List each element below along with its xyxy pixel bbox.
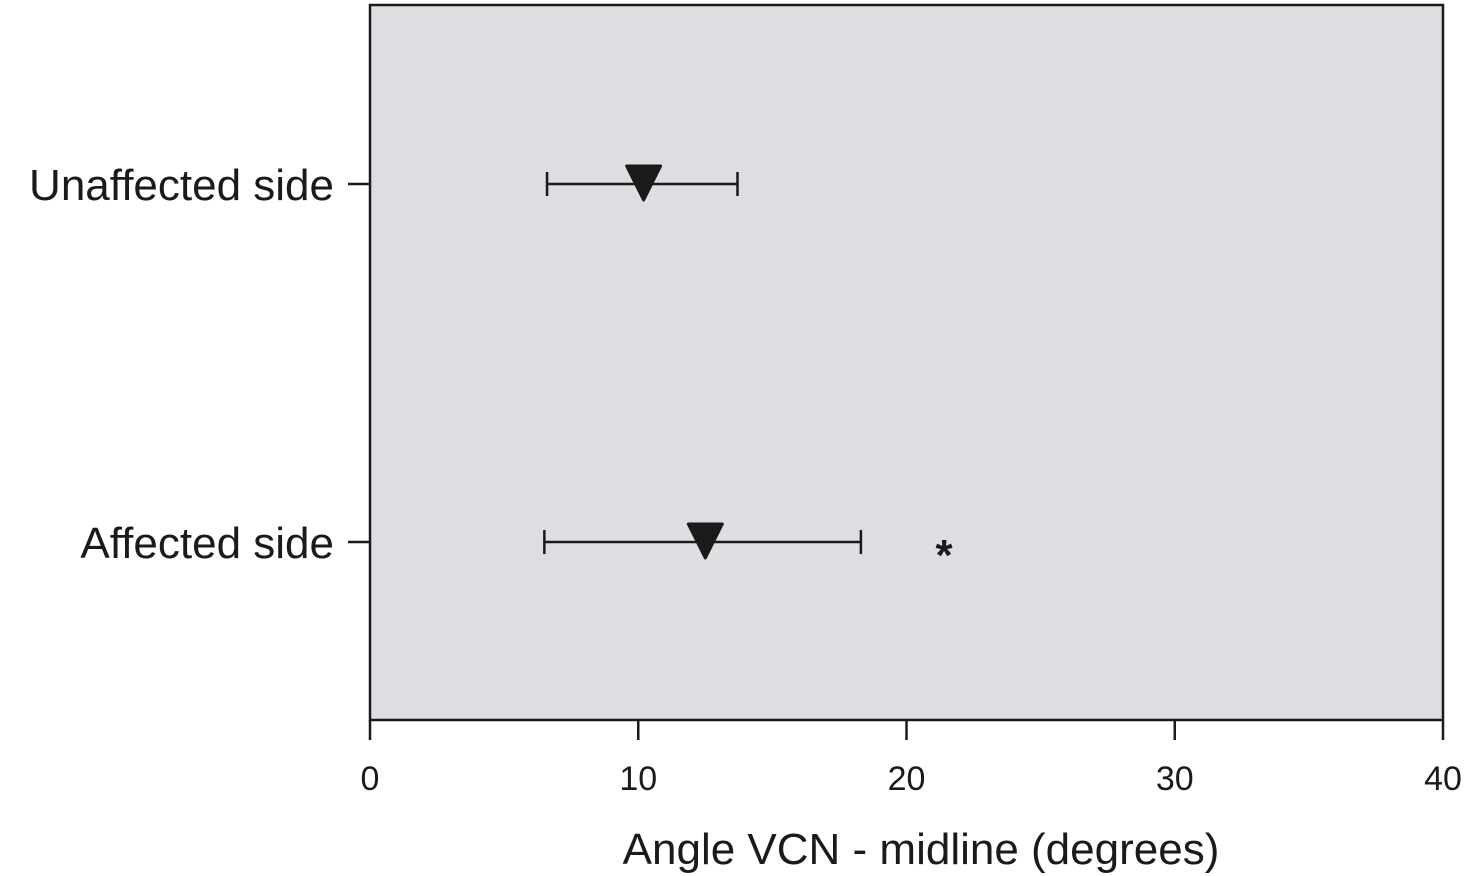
- x-tick-label-40: 40: [1424, 760, 1462, 798]
- y-axis: Unaffected side Affected side: [29, 161, 370, 568]
- x-axis-title: Angle VCN - midline (degrees): [623, 825, 1220, 874]
- data-point-marker-0: [625, 164, 663, 202]
- x-tick-label-10: 10: [619, 760, 657, 798]
- significance-asterisk: *: [935, 531, 953, 580]
- annotations: *: [935, 531, 953, 580]
- plot-area: [368, 3, 1445, 722]
- x-axis: 0 10 20 30 40: [361, 720, 1462, 798]
- x-tick-label-0: 0: [361, 760, 380, 798]
- data-point-marker-1: [686, 522, 724, 560]
- data-series: [543, 164, 863, 560]
- y-category-label-0: Unaffected side: [29, 161, 334, 210]
- x-tick-label-30: 30: [1156, 760, 1194, 798]
- x-tick-label-20: 20: [888, 760, 926, 798]
- y-category-label-1: Affected side: [80, 519, 334, 568]
